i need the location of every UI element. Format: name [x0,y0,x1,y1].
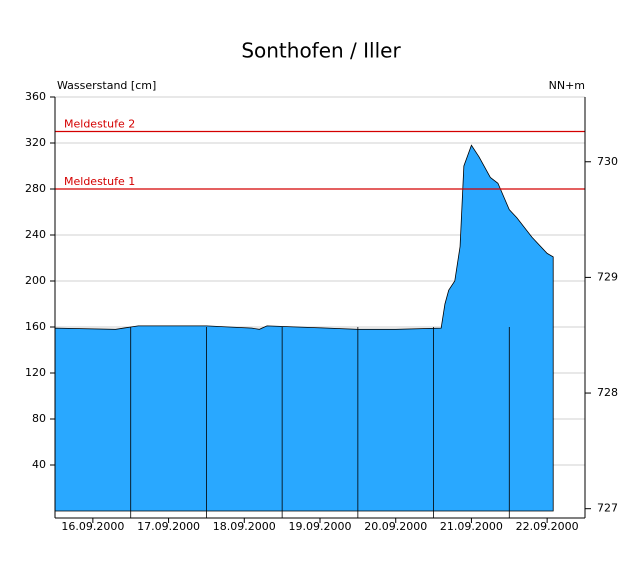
y-tick-label: 120 [25,366,46,379]
y2-tick-label: 727 [597,502,618,515]
y2-tick-label: 730 [597,155,618,168]
x-tick-label: 20.09.2000 [364,520,427,533]
y-tick-label: 160 [25,320,46,333]
x-tick-label: 18.09.2000 [213,520,276,533]
y-tick-label: 200 [25,274,46,287]
x-tick-label: 19.09.2000 [289,520,352,533]
y-tick-label: 280 [25,182,46,195]
x-tick-label: 16.09.2000 [61,520,124,533]
x-tick-label: 21.09.2000 [440,520,503,533]
y2-tick-label: 729 [597,270,618,283]
y-tick-label: 40 [32,458,46,471]
y-axis-label: Wasserstand [cm] [57,79,156,92]
y-tick-label: 80 [32,412,46,425]
y2-tick-label: 728 [597,386,618,399]
y2-axis-label: NN+m [549,79,585,92]
y-tick-label: 360 [25,90,46,103]
y-tick-label: 240 [25,228,46,241]
threshold-label: Meldestufe 2 [64,118,135,131]
area [54,144,554,512]
chart-title: Sonthofen / Iller [241,39,401,63]
x-tick-label: 17.09.2000 [137,520,200,533]
x-tick-label: 22.09.2000 [516,520,579,533]
y-tick-label: 320 [25,136,46,149]
threshold-label: Meldestufe 1 [64,175,135,188]
